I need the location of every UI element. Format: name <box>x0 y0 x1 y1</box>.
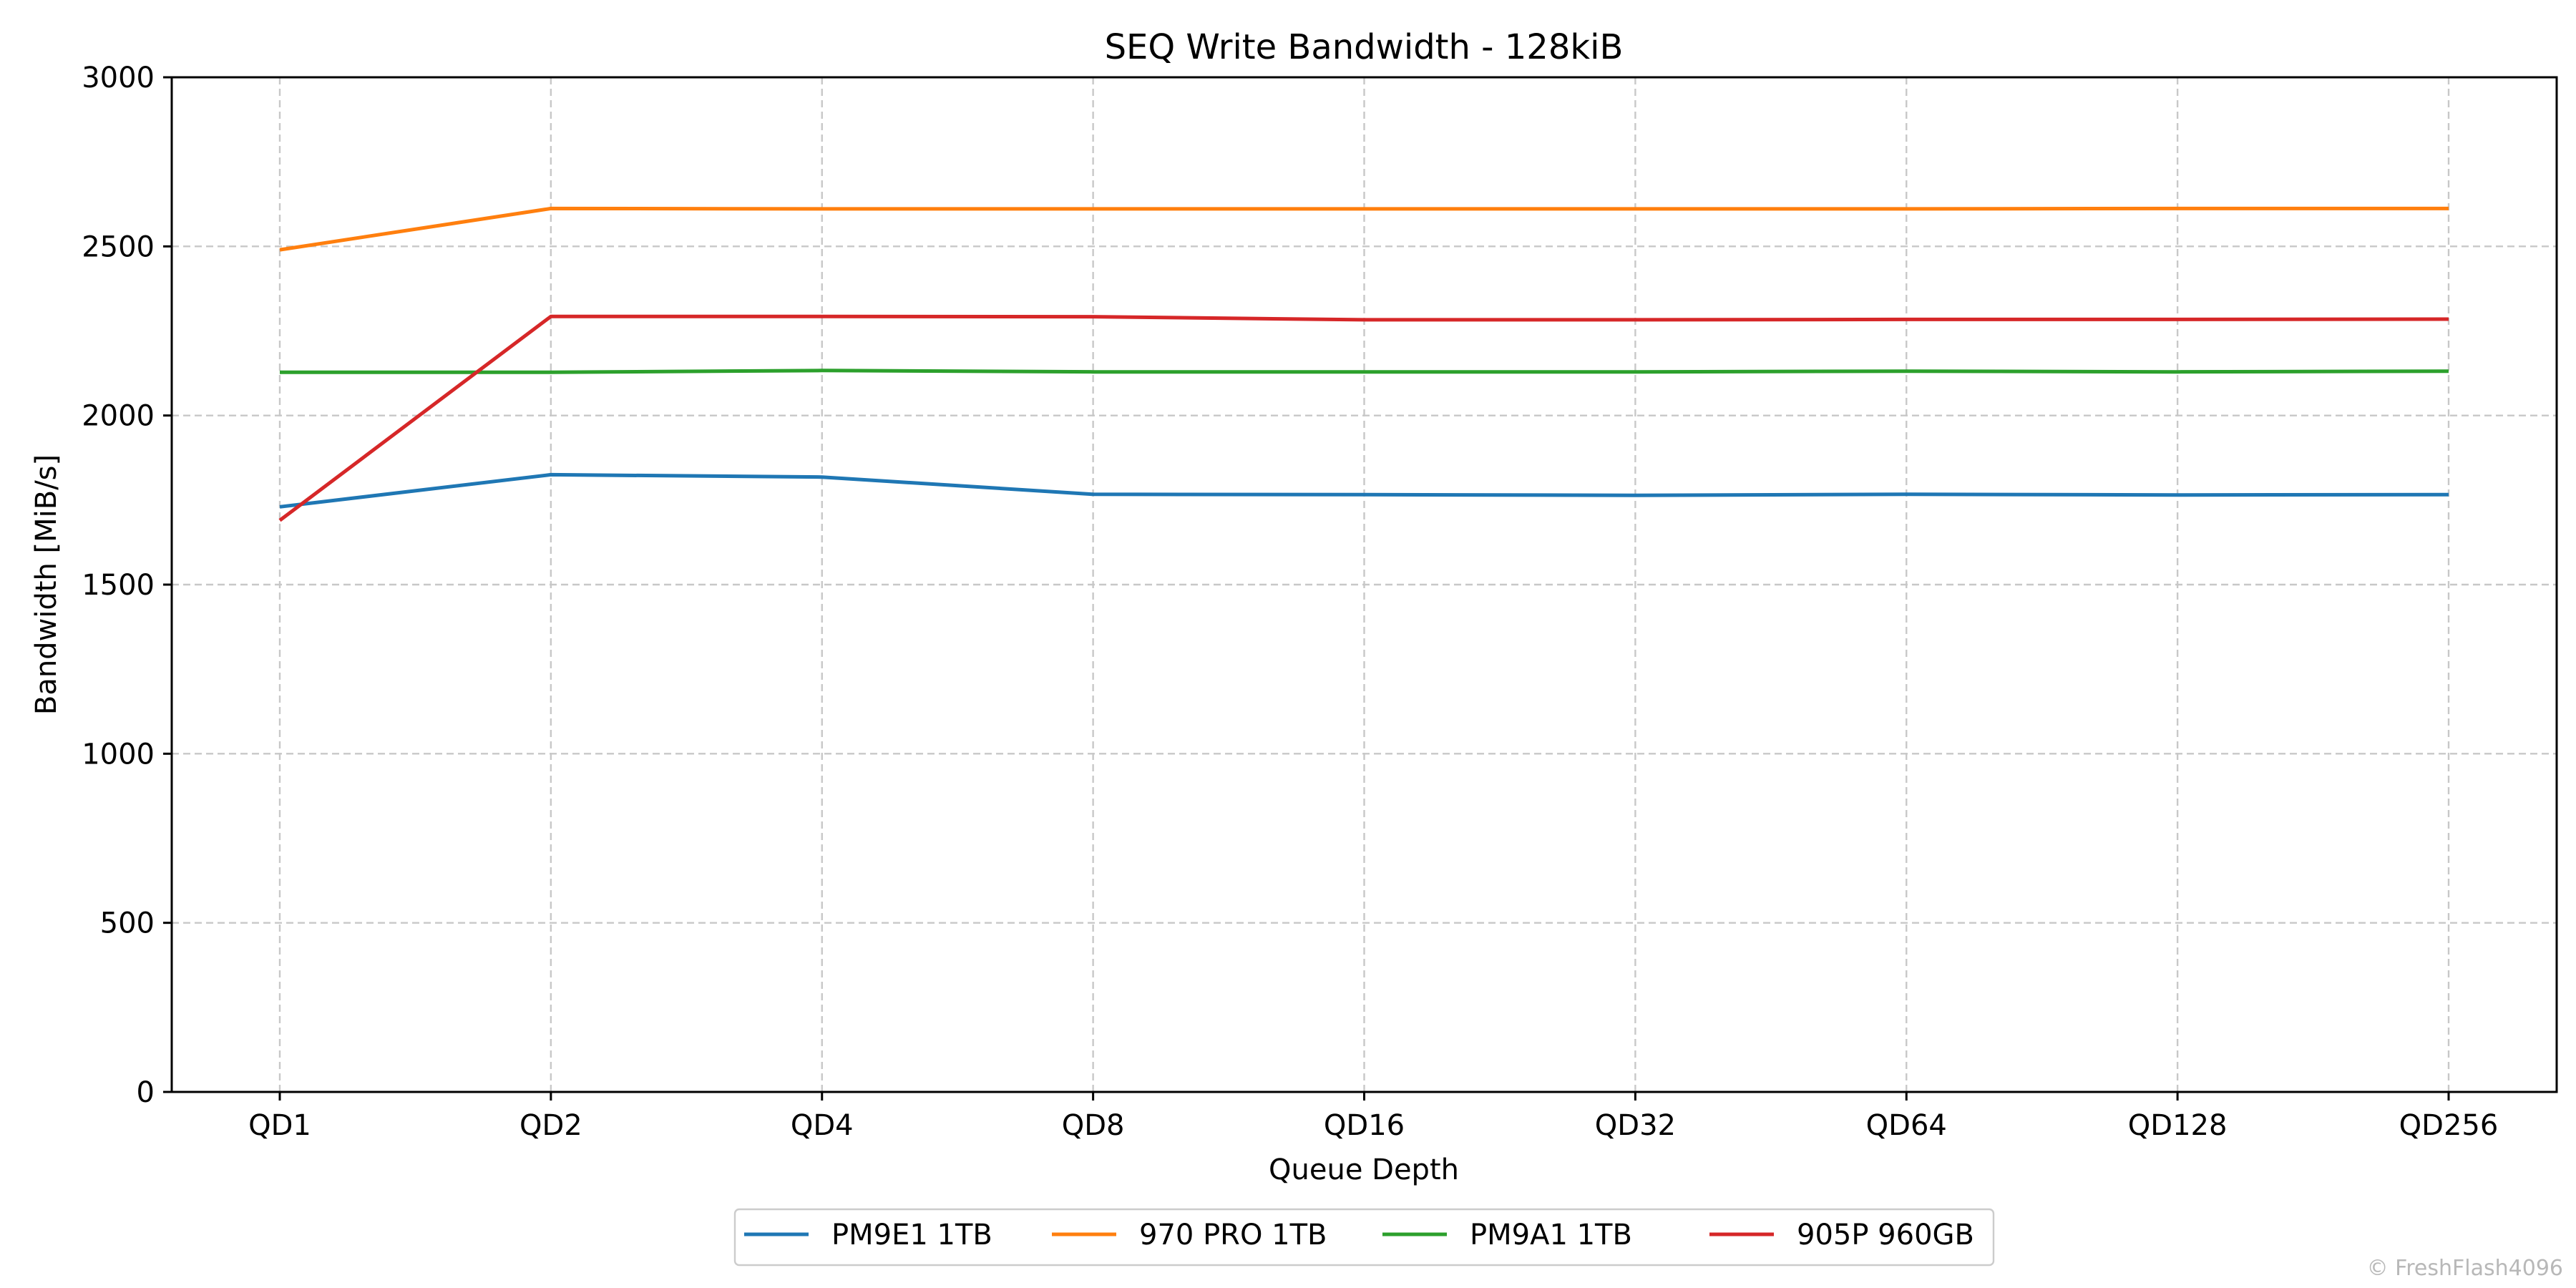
x-tick-label: QD2 <box>519 1109 582 1142</box>
y-tick-label: 1500 <box>82 569 155 602</box>
x-tick-label: QD4 <box>791 1109 854 1142</box>
series-line-pm9a1-1tb <box>280 369 2449 374</box>
series-line-905p-960gb <box>278 314 2449 522</box>
x-tick-label: QD8 <box>1062 1109 1125 1142</box>
x-tick-label: QD16 <box>1324 1109 1405 1142</box>
x-tick-label: QD32 <box>1595 1109 1676 1142</box>
legend-label: 905P 960GB <box>1797 1219 1974 1252</box>
x-tick-label: QD256 <box>2399 1109 2499 1142</box>
y-tick-label: 3000 <box>82 62 155 94</box>
legend-label: 970 PRO 1TB <box>1139 1219 1327 1252</box>
x-axis-title: Queue Depth <box>1269 1153 1459 1186</box>
legend-label: PM9E1 1TB <box>831 1219 992 1252</box>
y-axis-title: Bandwidth [MiB/s] <box>30 454 63 715</box>
watermark: © FreshFlash4096 <box>2367 1256 2563 1281</box>
series-line-pm9e1-1tb <box>279 472 2449 509</box>
chart-title: SEQ Write Bandwidth - 128kiB <box>1105 27 1624 67</box>
y-tick-label: 0 <box>137 1076 155 1109</box>
legend-box <box>733 1208 1995 1267</box>
series-line-970-pro-1tb <box>279 206 2449 252</box>
legend-label: PM9A1 1TB <box>1470 1219 1632 1252</box>
axis-ticks: 0 500 1000 1500 2000 2500 3000 QD1 QD2 QD4 QD8 QD16… <box>82 62 2498 1142</box>
legend: PM9E1 1TB 970 PRO 1TB PM9A1 1TB 905P 960GB <box>733 1208 1995 1267</box>
y-tick-label: 1000 <box>82 738 155 771</box>
y-tick-label: 2000 <box>82 400 155 433</box>
x-tick-label: QD1 <box>248 1109 311 1142</box>
grid <box>172 77 2557 1092</box>
series-layer <box>278 206 2449 522</box>
x-tick-label: QD64 <box>1866 1109 1947 1142</box>
y-tick-label: 2500 <box>82 230 155 263</box>
y-tick-label: 500 <box>100 907 155 940</box>
x-tick-label: QD128 <box>2128 1109 2228 1142</box>
